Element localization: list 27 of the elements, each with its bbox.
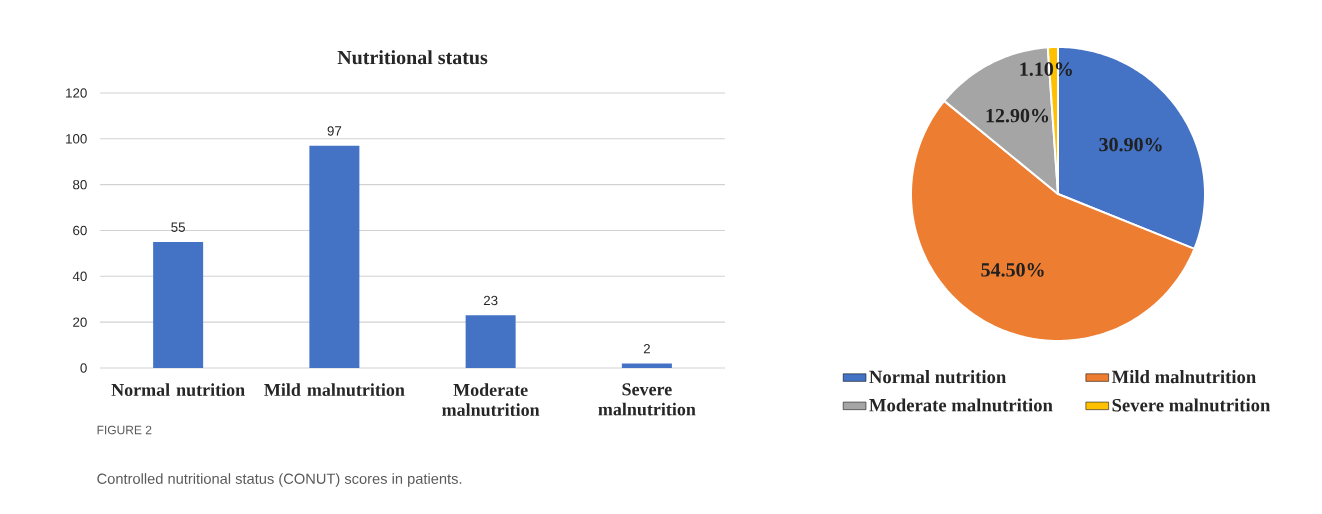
legend-label: Normal nutrition: [869, 370, 1007, 384]
bar: [309, 145, 360, 368]
y-tick-label: 0: [80, 363, 87, 373]
bar: [465, 315, 516, 368]
chart-title: Nutritional status: [337, 50, 488, 65]
data-label: 97: [327, 126, 342, 136]
x-tick-label: Mild malnutrition: [264, 383, 405, 397]
y-tick-label: 40: [72, 271, 87, 282]
data-label: 23: [483, 295, 498, 306]
y-tick-label: 80: [73, 179, 87, 190]
y-tick-label: 60: [73, 225, 87, 236]
legend-label: Mild malnutrition: [1111, 370, 1256, 384]
x-tick-label: Normal nutrition: [111, 383, 245, 397]
y-tick-label: 100: [66, 134, 87, 144]
y-tick-label: 120: [66, 88, 87, 98]
data-label: 55: [171, 222, 185, 232]
y-tick-label: 20: [73, 317, 87, 327]
data-label: 54.50%: [981, 263, 1044, 277]
data-label: 2: [643, 344, 650, 354]
caption: FIGURE 2: [97, 425, 152, 435]
x-tick-label: Severe malnutrition: [598, 383, 696, 416]
bar: [621, 363, 672, 368]
bar: [153, 241, 204, 368]
x-tick-label: Moderate malnutrition: [442, 383, 540, 417]
data-label: 12.90%: [986, 108, 1049, 123]
data-label: 30.90%: [1099, 137, 1162, 152]
text: Controlled nutritional status (CONUT) scores in patients.: [97, 473, 462, 487]
